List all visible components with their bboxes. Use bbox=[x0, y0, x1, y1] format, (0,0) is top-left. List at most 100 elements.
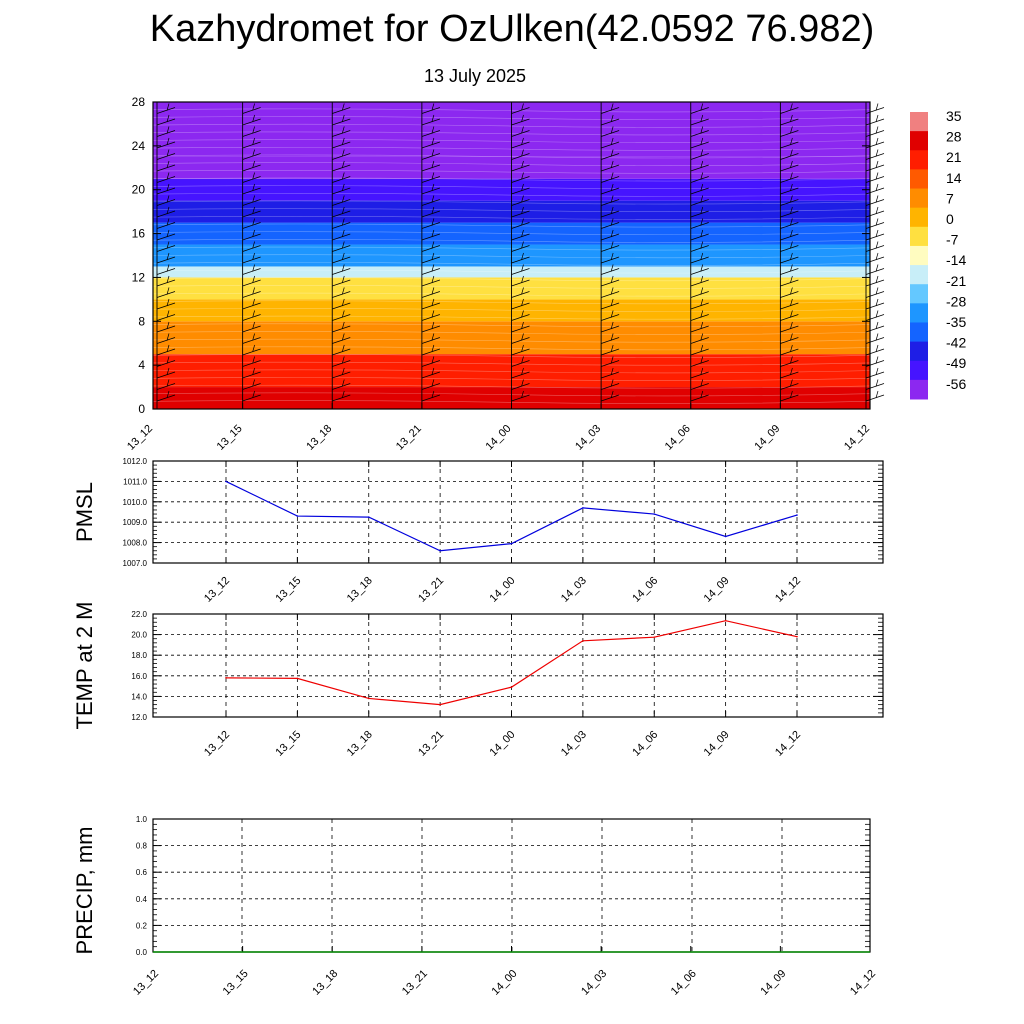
wind-barb bbox=[780, 268, 799, 275]
wind-barb-flag bbox=[875, 126, 879, 134]
wind-barb-flag bbox=[790, 183, 793, 192]
wind-barb bbox=[780, 314, 799, 321]
wind-barb bbox=[332, 153, 351, 160]
wind-barb bbox=[511, 383, 530, 390]
wind-barb-flag bbox=[610, 367, 614, 376]
wind-barb-flag bbox=[875, 264, 879, 272]
wind-barb-flag bbox=[875, 172, 879, 180]
wind-barb-flag bbox=[790, 379, 793, 387]
wind-barb-flag bbox=[252, 356, 255, 364]
colorbar-label: -28 bbox=[946, 293, 966, 309]
wind-barb-flag bbox=[252, 206, 255, 215]
wind-barb-flag bbox=[610, 333, 614, 341]
wind-barb bbox=[511, 302, 530, 310]
wind-barb-flag bbox=[875, 241, 879, 249]
wind-barb-flag bbox=[700, 160, 704, 169]
wind-barb bbox=[511, 107, 530, 114]
colorbar-label: -14 bbox=[946, 252, 966, 268]
wind-barb bbox=[421, 118, 441, 126]
wind-barb-flag bbox=[431, 298, 435, 307]
wind-barb-flag bbox=[252, 183, 255, 192]
wind-barb-flag bbox=[875, 275, 879, 284]
wind-barb-flag bbox=[875, 310, 879, 318]
wind-barb bbox=[242, 279, 261, 287]
wind-barb-flag bbox=[875, 321, 879, 330]
wind-barb-flag bbox=[431, 172, 435, 180]
panel-frame bbox=[152, 818, 871, 953]
wind-barb-flag bbox=[341, 114, 345, 123]
data-point bbox=[367, 697, 370, 700]
wind-barb bbox=[865, 233, 885, 241]
wind-barb bbox=[421, 291, 441, 298]
x-tick-label: 14_00 bbox=[488, 575, 518, 605]
wind-barb bbox=[332, 268, 351, 275]
colorbar-swatch bbox=[910, 188, 928, 209]
colorbar-swatch bbox=[910, 284, 928, 304]
wind-barb-flag bbox=[610, 344, 614, 353]
wind-barb bbox=[332, 371, 351, 379]
wind-barb bbox=[156, 337, 176, 344]
wind-barb-flag bbox=[610, 126, 614, 134]
wind-barb bbox=[600, 187, 620, 195]
wind-barb bbox=[421, 325, 441, 333]
wind-barb-flag bbox=[610, 275, 614, 284]
wind-barb bbox=[242, 233, 261, 241]
x-tick-label: 13_21 bbox=[400, 968, 430, 998]
wind-barb-flag bbox=[790, 126, 793, 134]
wind-barb-flag bbox=[790, 229, 793, 238]
wind-barb-flag bbox=[790, 356, 793, 364]
wind-barb bbox=[690, 176, 709, 183]
wind-barb bbox=[865, 107, 885, 114]
wind-barb-flag bbox=[166, 287, 170, 295]
x-tick-label: 13_21 bbox=[394, 423, 424, 453]
wind-barb-flag bbox=[166, 298, 170, 307]
wind-barb-flag bbox=[252, 195, 255, 203]
wind-barb-flag bbox=[700, 287, 704, 295]
wind-barb-flag bbox=[610, 160, 614, 169]
wind-barb-flag bbox=[521, 137, 524, 146]
x-tick-label: 13_15 bbox=[221, 968, 251, 998]
wind-barb bbox=[242, 348, 261, 356]
y-tick-label: 20.0 bbox=[131, 631, 147, 640]
wind-barb-flag bbox=[166, 390, 170, 399]
wind-barb bbox=[421, 210, 441, 218]
wind-barb-flag bbox=[875, 367, 879, 376]
y-tick-label: 28 bbox=[132, 95, 146, 109]
wind-barb-flag bbox=[166, 333, 170, 341]
wind-barb-flag bbox=[700, 379, 704, 387]
wind-barb bbox=[780, 130, 799, 137]
wind-barb-flag bbox=[700, 206, 704, 215]
wind-barb-flag bbox=[431, 195, 435, 203]
wind-barb-flag bbox=[610, 172, 614, 180]
wind-barb-flag bbox=[166, 344, 170, 353]
wind-barb bbox=[865, 245, 885, 252]
wind-barb bbox=[421, 256, 441, 264]
wind-barb-flag bbox=[610, 287, 614, 295]
wind-barb-flag bbox=[875, 149, 879, 157]
x-tick-label: 14_06 bbox=[630, 575, 660, 605]
x-tick-label: 13_15 bbox=[273, 575, 303, 605]
wind-barb-flag bbox=[341, 333, 345, 341]
wind-barb bbox=[242, 256, 261, 264]
wind-barb bbox=[242, 107, 261, 114]
wind-barb-flag bbox=[341, 183, 345, 192]
wind-barb bbox=[156, 245, 176, 252]
data-point bbox=[724, 535, 727, 538]
wind-barb bbox=[421, 141, 441, 149]
wind-barb bbox=[156, 107, 176, 114]
colorbar-swatch bbox=[910, 341, 928, 362]
wind-barb bbox=[600, 210, 620, 218]
wind-barb-flag bbox=[521, 218, 524, 226]
wind-barb bbox=[511, 337, 530, 344]
wind-barb bbox=[421, 176, 441, 183]
wind-barb-flag bbox=[790, 298, 793, 307]
data-point bbox=[653, 513, 656, 515]
data-point bbox=[796, 514, 798, 516]
wind-barb bbox=[690, 268, 709, 275]
wind-barb bbox=[156, 325, 176, 333]
wind-barb bbox=[600, 360, 620, 367]
wind-barb bbox=[690, 314, 709, 321]
wind-barb-flag bbox=[431, 367, 435, 376]
precip-panel: 0.0 0.2 0.4 0.6 0.8 1.0 13_12 13_15 13_18 13_21 14… bbox=[72, 815, 878, 998]
wind-barb-flag bbox=[700, 195, 704, 203]
